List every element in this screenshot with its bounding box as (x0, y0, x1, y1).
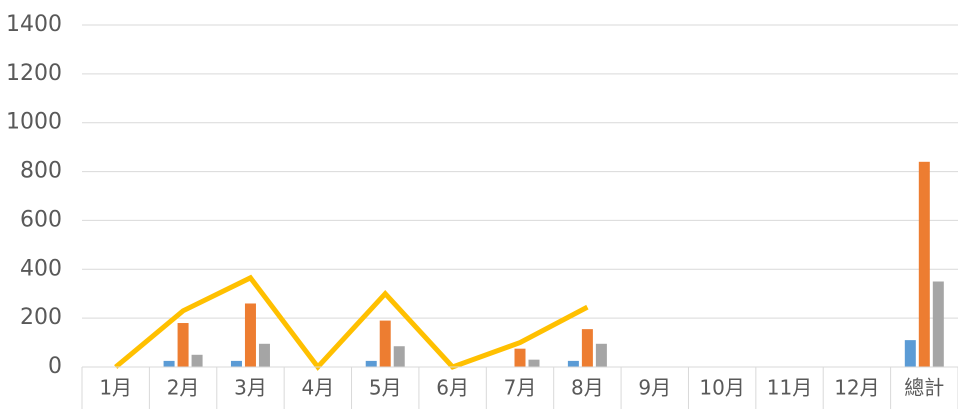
y-tick-label: 1000 (6, 110, 62, 135)
bar (393, 346, 405, 367)
bar (904, 340, 916, 367)
x-tick-label: 7月 (504, 376, 537, 400)
x-tick-label: 1月 (99, 376, 132, 400)
bar (918, 161, 930, 367)
bar (244, 303, 256, 367)
bar (567, 360, 579, 367)
y-tick-label: 400 (20, 256, 62, 281)
y-tick-label: 1400 (6, 12, 62, 37)
x-tick-label: 11月 (767, 376, 812, 400)
bar (595, 343, 607, 367)
y-tick-label: 0 (48, 354, 62, 379)
bar (177, 323, 189, 367)
y-tick-label: 1200 (6, 61, 62, 86)
bar (163, 360, 175, 367)
bar (258, 343, 270, 367)
x-tick-label: 9月 (638, 376, 671, 400)
x-tick-label: 5月 (369, 376, 402, 400)
x-tick-label: 4月 (301, 376, 334, 400)
bar (191, 354, 203, 367)
line-series (114, 274, 589, 371)
bar (230, 360, 242, 367)
x-tick-label: 8月 (571, 376, 604, 400)
bar (932, 281, 944, 367)
x-tick-label: 2月 (167, 376, 200, 400)
bar (514, 348, 526, 367)
bar (379, 320, 391, 367)
bar (365, 360, 377, 367)
x-tick-label: 10月 (699, 376, 744, 400)
bar (528, 359, 540, 367)
x-tick-label: 6月 (436, 376, 469, 400)
x-tick-label: 總計 (904, 376, 944, 400)
bar (581, 329, 593, 367)
y-tick-label: 200 (20, 305, 62, 330)
x-tick-label: 3月 (234, 376, 267, 400)
x-tick-label: 12月 (834, 376, 879, 400)
y-tick-label: 800 (20, 159, 62, 184)
y-tick-label: 600 (20, 207, 62, 232)
